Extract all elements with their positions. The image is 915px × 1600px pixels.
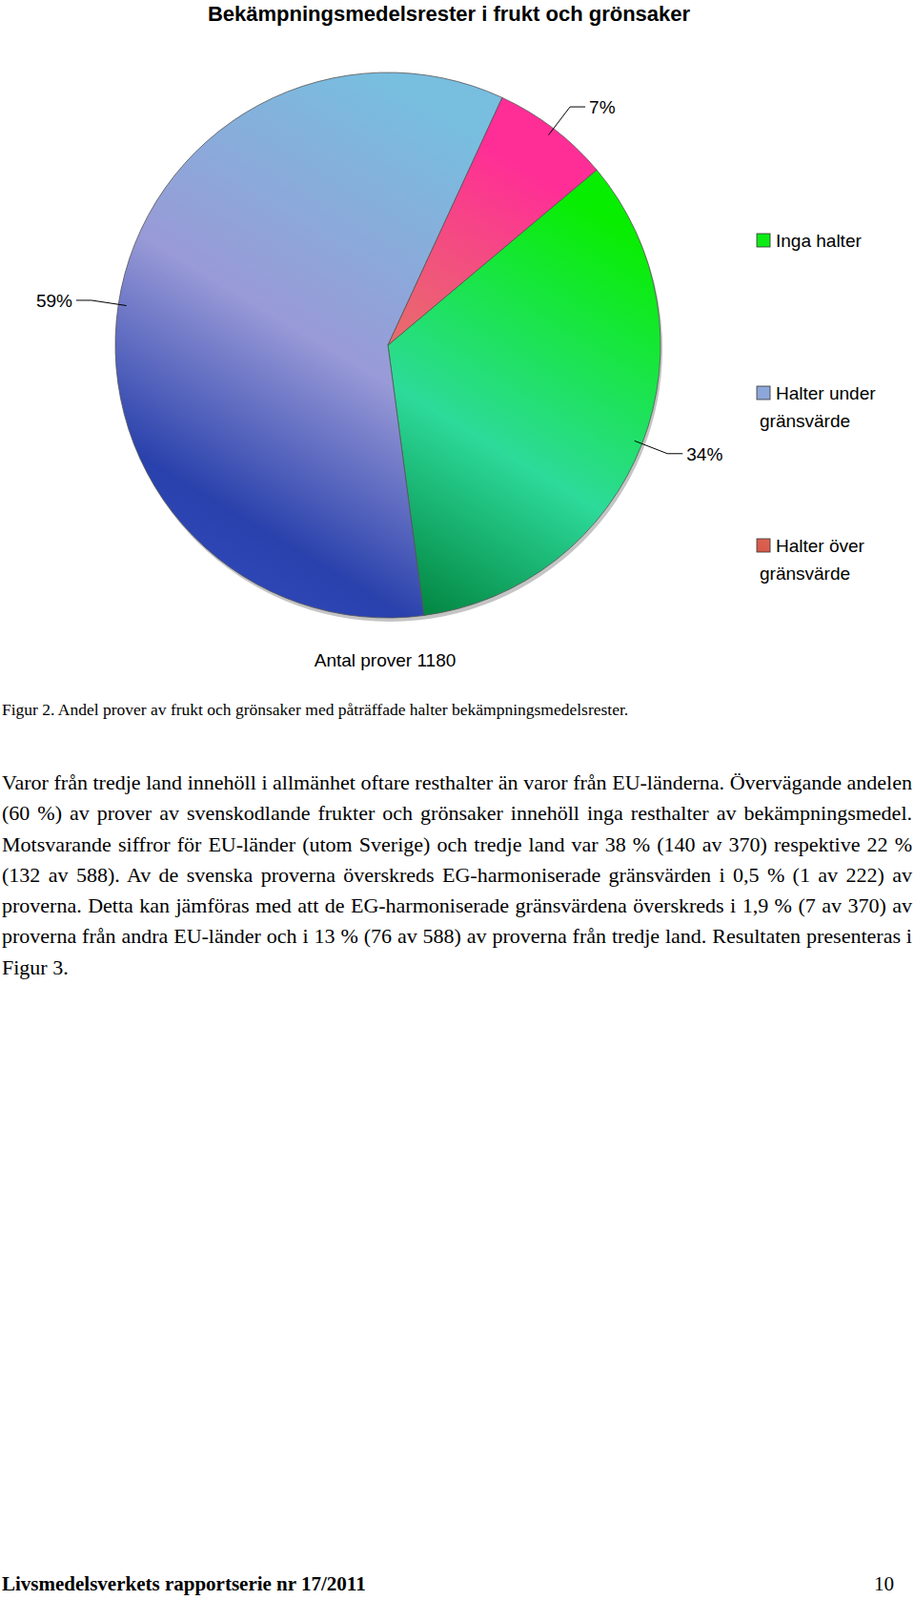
legend-item: Inga halter [756, 230, 862, 251]
legend-label: Inga halter [775, 230, 862, 251]
legend-swatch [756, 538, 771, 552]
annotation: Antal prover 1180 [314, 650, 457, 671]
page-number: 10 [874, 1571, 895, 1596]
legend-item: Halter undergränsvärde [756, 383, 876, 431]
data-label: 7% [589, 97, 616, 118]
paragraph: Varor från tredje land innehöll i allmän… [1, 767, 913, 983]
pie-slice [115, 72, 503, 618]
footer-text: Livsmedelsverkets rapportserie nr 17/201… [1, 1571, 366, 1596]
leader-line [76, 300, 127, 306]
legend-item: Halter övergränsvärde [756, 535, 866, 584]
chart-title: Bekämpningsmedelsrester i frukt och grön… [207, 1, 692, 26]
leader-line [548, 106, 586, 136]
legend-swatch [756, 233, 771, 247]
legend-label: Halter undergränsvärde [759, 383, 876, 431]
legend-swatch [756, 386, 771, 400]
legend-label: Halter övergränsvärde [759, 535, 866, 584]
legend: Inga halter Halter undergränsvärde Halter … [756, 230, 876, 584]
page: Bekämpningsmedelsrester i frukt och grön… [0, 0, 915, 1600]
caption: Figur 2. Andel prover av frukt och gröns… [1, 698, 913, 720]
pie-slice [387, 97, 597, 346]
chart: Bekämpningsmedelsrester i frukt och grön… [0, 0, 915, 692]
data-label: 59% [36, 290, 73, 311]
data-labels: 34% 59% 7% [36, 97, 724, 465]
pie [115, 72, 663, 622]
leader-line [634, 440, 684, 453]
data-label: 34% [686, 444, 723, 465]
